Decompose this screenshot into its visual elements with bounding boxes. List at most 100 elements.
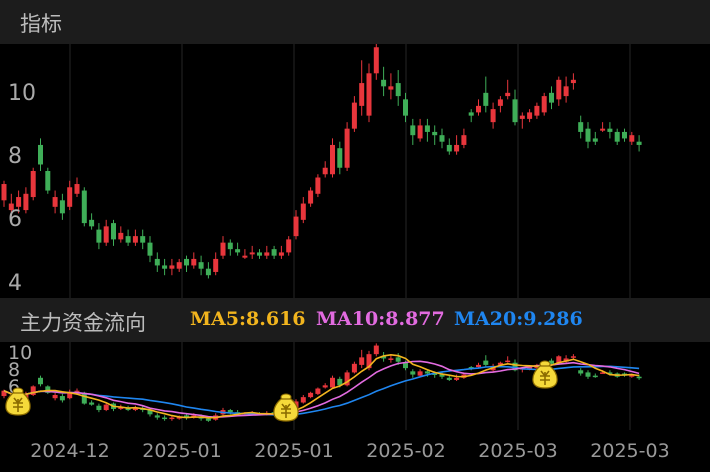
x-axis: 2024-12 2025-01 2025-01 2025-02 2025-03 … [30,440,669,462]
mini-candle-body [585,372,591,377]
candle-body [242,255,248,258]
mini-candle-body [67,391,73,399]
mini-candle-body [600,372,606,374]
candle-body [600,128,606,131]
candle-body [322,167,328,175]
candle-body [424,125,430,132]
candle-body [23,193,29,211]
x-tick-label: 2025-01 [254,440,333,462]
candle-body [169,265,175,269]
candle-body [249,252,255,255]
mini-candle-body [373,345,379,355]
candle-body [490,109,496,123]
candle-body [89,219,95,227]
candle-body [213,258,219,272]
mini-candle-body [556,356,562,363]
mini-candle-body [476,364,481,368]
mini-candle-body [30,386,36,395]
mini-candle-body [337,378,343,386]
candle-body [607,128,613,132]
candle-body [67,187,73,207]
x-tick-label: 2025-02 [366,440,445,462]
candle-body [235,249,241,253]
candle-body [570,79,576,84]
candle-body [410,125,416,136]
candle-body [118,232,124,240]
mini-candle-body [147,410,153,415]
y-tick-label: 4 [8,271,22,296]
mini-candle-body [424,371,430,374]
ma20-value: MA20:9.286 [454,308,583,330]
mini-candle-body [154,415,160,418]
candle-body [629,135,635,142]
candle-body [359,83,365,106]
candle-body [476,105,481,113]
mini-candle-body [52,394,58,399]
mini-candle-body [118,406,124,409]
candle-body [585,128,591,142]
candle-body [96,229,102,243]
x-tick-label: 2025-03 [590,440,669,462]
mini-candle-body [468,367,474,369]
mini-candle-body [59,396,65,401]
candle-body [286,239,292,253]
mini-candle-body [45,386,51,393]
ma10-value: MA10:8.877 [316,308,445,330]
mini-candle-body [169,417,175,420]
mini-candle-body [330,377,335,388]
candle-body [556,79,562,100]
candle-body [505,92,511,97]
money-bag-icon[interactable] [5,387,31,416]
candle-body [132,236,138,243]
candle-body [534,105,540,116]
candle-body [30,171,36,198]
y-tick-label: 8 [8,359,20,381]
candle-body [439,135,445,142]
mini-candle-body [351,363,357,373]
mini-candle-body [344,372,350,386]
mini-candle-body [359,357,365,365]
mini-candle-body [300,397,306,403]
candle-body [330,144,335,175]
mini-candle-body [592,375,598,378]
candle-body [38,144,43,165]
x-tick-label: 2025-01 [142,440,221,462]
mini-candle-body [578,370,584,374]
candle-body [81,190,87,224]
mini-candle-body [96,405,102,411]
candle-body [176,262,182,269]
mini-candle-body [132,407,138,411]
mini-candle-body [607,372,613,374]
mini-candle-body [629,374,635,377]
candle-body [140,236,146,243]
candle-body [74,184,80,194]
candle-body [8,203,14,211]
money-bag-icon[interactable] [532,360,558,389]
candle-body [403,99,408,116]
y-tick-label: 10 [8,342,32,364]
main-grid [69,44,631,298]
mini-candle-body [549,360,554,364]
mini-candle-body [497,362,503,365]
candle-body [351,102,357,129]
candle-body [227,242,233,250]
candlestick-chart[interactable]: 10 8 6 4 [0,44,710,298]
money-bag-icon[interactable] [273,393,299,422]
candle-body [103,226,109,243]
sub-grid [69,342,631,430]
candle-body [184,258,189,266]
mini-candle-body [454,377,460,380]
mini-candle-body [381,356,387,359]
mini-candle-body [446,377,452,380]
capital-flow-chart[interactable]: 10 8 6 [0,342,710,430]
candle-body [293,216,299,237]
candle-body [468,112,474,116]
mini-candle-body [636,376,642,379]
indicator-bar[interactable]: 主力资金流向 MA5:8.616 MA10:8.877 MA20:9.286 [0,298,710,342]
candle-body [45,171,51,191]
mini-candle-body [103,404,109,411]
candle-body [147,242,153,256]
candle-body [549,92,554,103]
x-tick-label: 2025-03 [478,440,557,462]
candle-body [257,252,262,256]
